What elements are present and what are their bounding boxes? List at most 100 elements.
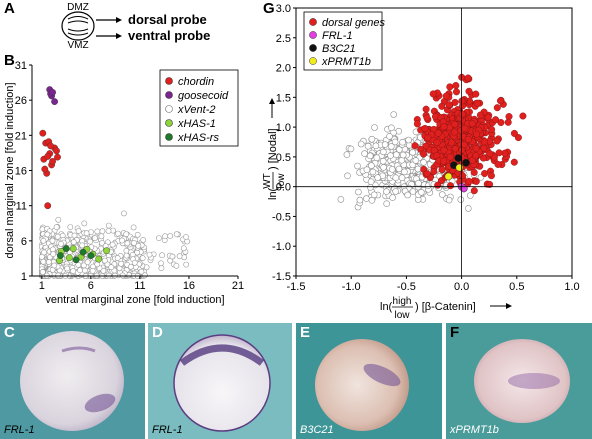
data-point-dorsal-genes bbox=[472, 90, 480, 98]
data-point-chordin bbox=[39, 129, 47, 137]
data-point-dorsal-genes bbox=[480, 138, 488, 146]
y-tick-label: 2.5 bbox=[276, 33, 291, 45]
background-point bbox=[465, 205, 472, 212]
background-point bbox=[395, 165, 403, 173]
background-point bbox=[467, 192, 474, 199]
data-point-dorsal-genes bbox=[442, 92, 450, 100]
data-point-dorsal-genes bbox=[494, 160, 502, 168]
background-point bbox=[105, 227, 112, 234]
background-point bbox=[445, 196, 453, 204]
y-tick-label: -1.0 bbox=[272, 241, 291, 253]
background-point bbox=[399, 138, 406, 146]
panel-g-label: G bbox=[263, 0, 275, 17]
panel-e-caption: B3C21 bbox=[300, 424, 334, 436]
data-point-dorsal-genes bbox=[465, 87, 473, 95]
background-point bbox=[183, 234, 189, 240]
data-point-dorsal-genes bbox=[472, 177, 480, 185]
data-point-dorsal-genes bbox=[493, 137, 501, 145]
background-point bbox=[121, 210, 127, 217]
background-point bbox=[388, 143, 395, 150]
background-point bbox=[139, 255, 146, 261]
panel-d-caption: FRL-1 bbox=[152, 424, 183, 436]
background-point bbox=[387, 152, 394, 159]
panel-a-diagram: DMZ VMZ dorsal probe ventral probe bbox=[61, 2, 210, 48]
data-point-dorsal-genes bbox=[440, 123, 448, 131]
background-point bbox=[50, 251, 57, 257]
background-point bbox=[109, 241, 116, 248]
background-point bbox=[401, 168, 408, 176]
background-point bbox=[114, 255, 121, 261]
background-point bbox=[367, 178, 375, 185]
background-point bbox=[374, 174, 381, 181]
data-point-dorsal-genes bbox=[413, 120, 421, 128]
data-point-dorsal-genes bbox=[496, 97, 504, 105]
legend-marker bbox=[165, 91, 173, 99]
y-tick-label: 26 bbox=[15, 95, 27, 107]
panel-g-scatter-chart: -1.5 -1.0 -0.5 0.0 0.5 1.0 -1.5 -1.0 -0.5 0.0 0.5 1… bbox=[262, 3, 580, 321]
background-point bbox=[92, 235, 98, 241]
data-point-goosecoid bbox=[49, 89, 56, 96]
data-point-chordin bbox=[47, 142, 54, 150]
y-tick-label: -0.5 bbox=[272, 211, 291, 223]
background-point bbox=[354, 162, 361, 170]
vmz-label: VMZ bbox=[67, 40, 88, 48]
background-point bbox=[356, 196, 364, 204]
data-point-B3C21 bbox=[454, 154, 463, 162]
data-point-dorsal-genes bbox=[486, 180, 494, 188]
background-point bbox=[105, 222, 112, 229]
panel-f-label: F bbox=[450, 324, 460, 341]
data-point-xPRMT1b bbox=[444, 172, 453, 181]
background-point bbox=[70, 239, 77, 245]
background-point bbox=[115, 230, 121, 237]
background-point bbox=[364, 142, 372, 150]
background-point bbox=[77, 267, 83, 274]
panel-e-label: E bbox=[300, 324, 311, 341]
data-point-dorsal-genes bbox=[451, 98, 459, 106]
data-point-xHAS-1 bbox=[65, 254, 73, 262]
background-point bbox=[54, 233, 61, 240]
background-point bbox=[140, 236, 147, 243]
background-point bbox=[39, 226, 46, 233]
background-point bbox=[369, 168, 377, 176]
legend-marker bbox=[309, 44, 317, 52]
x-axis-label: ventral marginal zone [fold induction] bbox=[45, 294, 224, 306]
background-point bbox=[368, 135, 376, 143]
data-point-xHAS-rs bbox=[79, 248, 87, 256]
y-tick-label: 1.0 bbox=[276, 122, 291, 134]
background-point bbox=[363, 166, 371, 173]
background-point bbox=[51, 262, 58, 269]
data-point-dorsal-genes bbox=[423, 170, 431, 178]
background-point bbox=[399, 151, 407, 159]
data-point-dorsal-genes bbox=[419, 150, 427, 158]
background-point bbox=[81, 220, 88, 227]
data-point-xPRMT1b bbox=[455, 163, 464, 172]
legend-box bbox=[159, 69, 239, 147]
data-point-xHAS-rs bbox=[57, 252, 64, 260]
panel-a-label: A bbox=[4, 0, 15, 17]
photo-e: E B3C21 bbox=[296, 323, 442, 439]
background-point bbox=[40, 258, 47, 265]
background-point bbox=[84, 259, 91, 266]
data-point-dorsal-genes bbox=[433, 139, 441, 147]
data-point-dorsal-genes bbox=[452, 88, 460, 96]
background-point bbox=[39, 269, 46, 275]
background-point bbox=[49, 237, 56, 244]
data-point-dorsal-genes bbox=[430, 167, 438, 175]
background-point bbox=[169, 253, 176, 260]
data-point-dorsal-genes bbox=[423, 114, 431, 122]
y-tick-label: 11 bbox=[16, 201, 27, 213]
panel-b-label: B bbox=[4, 52, 15, 69]
background-point bbox=[363, 195, 370, 202]
x-tick-label: -1.5 bbox=[287, 281, 306, 293]
legend-marker bbox=[165, 119, 173, 127]
x-tick-label: 1.0 bbox=[564, 281, 579, 293]
background-point bbox=[40, 237, 47, 244]
background-point bbox=[135, 242, 142, 249]
x-tick-label: 11 bbox=[134, 280, 145, 292]
data-point-dorsal-genes bbox=[519, 112, 527, 120]
background-point bbox=[389, 194, 396, 201]
background-point bbox=[418, 189, 425, 196]
data-point-dorsal-genes bbox=[464, 74, 472, 82]
legend-item-goosecoid: goosecoid bbox=[178, 90, 229, 102]
background-point bbox=[158, 260, 164, 267]
